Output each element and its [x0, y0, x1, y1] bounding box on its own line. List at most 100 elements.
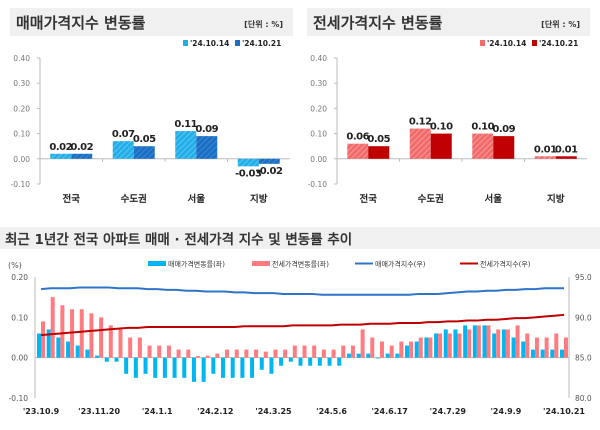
y-tick-label: 0.40 [310, 54, 327, 63]
sale-change-bar [327, 357, 332, 366]
jeonse-change-bar [157, 345, 162, 358]
category-label: 수도권 [121, 193, 147, 205]
data-label: 0.11 [174, 119, 197, 130]
sale-change-bar [492, 333, 497, 358]
legend-swatch [480, 40, 485, 46]
sale-change-bar [482, 325, 487, 358]
legend-label: '24.10.14 [487, 39, 526, 48]
sale-change-bar [182, 357, 187, 378]
title-bar [307, 8, 590, 36]
category-label: 지방 [250, 193, 268, 205]
category-label: 서울 [485, 193, 503, 205]
sale-change-bar [250, 357, 255, 378]
sale-change-bar [124, 357, 129, 374]
data-label: -0.02 [256, 166, 283, 177]
category-label: 전국 [63, 193, 81, 205]
sale-change-bar [375, 357, 380, 359]
title-bar [0, 227, 600, 249]
right-tick-label: 90.0 [575, 313, 592, 322]
trend-panel: 최근 1년간 전국 아파트 매매 · 전세가격 지수 및 변동률 추이 (%) … [0, 227, 600, 416]
jeonse-change-bar [79, 309, 84, 358]
sale-change-bar [46, 329, 51, 358]
jeonse-change-bar [496, 329, 501, 358]
sale-change-bar [37, 333, 41, 358]
sale-change-bar [521, 341, 526, 358]
data-label: 0.05 [133, 134, 156, 145]
sale-change-bar [385, 353, 390, 358]
x-tick-label: '24.2.12 [197, 407, 233, 416]
panel-title: 최근 1년간 전국 아파트 매매 · 전세가격 지수 및 변동률 추이 [5, 231, 352, 248]
bar [430, 133, 452, 159]
data-label: 0.10 [430, 122, 453, 133]
sale-change-bar [201, 357, 206, 382]
x-tick-label: '23.10.9 [23, 407, 60, 416]
sale-change-bar [230, 357, 235, 378]
y-tick-label: 0.10 [310, 130, 327, 139]
right-tick-label: 80.0 [575, 394, 592, 403]
jeonse-change-bar [476, 325, 481, 358]
legend-swatch [148, 261, 166, 266]
bar [555, 156, 577, 159]
jeonse-change-bar [137, 337, 142, 358]
sale-change-panel: 매매가격지수 변동률 [단위 : %] 0.40 0.30 0.20 0.10 0.00… [10, 8, 293, 205]
sale-change-bar [191, 357, 196, 382]
jeonse-change-bar [215, 353, 220, 358]
bar [534, 156, 556, 159]
jeonse-change-bar [447, 333, 452, 358]
jeonse-change-bar [428, 337, 433, 358]
sale-change-bar [560, 349, 564, 358]
jeonse-change-bar [331, 349, 336, 358]
sale-change-bar [424, 337, 429, 358]
category-label: 수도권 [418, 193, 444, 205]
jeonse-change-bar [89, 313, 94, 358]
sale-change-bar [162, 357, 167, 378]
jeonse-change-bar [108, 325, 113, 358]
data-label: 0.10 [471, 122, 494, 133]
jeonse-change-bar [370, 337, 375, 358]
left-axis-unit: (%) [8, 261, 22, 270]
jeonse-change-bar [312, 345, 317, 358]
jeonse-change-bar [409, 341, 414, 358]
sale-change-bar [511, 337, 516, 358]
right-tick-label: 95.0 [575, 273, 592, 282]
data-label: 0.09 [195, 124, 218, 135]
data-label: -0.03 [235, 168, 262, 179]
unit-label: [단위 : %] [541, 19, 580, 29]
jeonse-change-bar [41, 321, 45, 358]
bar [112, 141, 134, 159]
jeonse-change-bar [350, 345, 355, 358]
sale-change-bar [414, 341, 419, 358]
category-label: 지방 [547, 193, 565, 205]
sale-change-bar [540, 349, 545, 358]
jeonse-change-bar [525, 333, 530, 358]
sale-change-bar [211, 357, 216, 374]
sale-change-bar [221, 357, 226, 378]
bar [347, 143, 369, 159]
sale-change-bar [308, 357, 313, 366]
x-tick-label: '23.11.20 [78, 407, 120, 416]
legend-label: '24.10.21 [539, 39, 578, 48]
y-tick-label: 0.10 [13, 130, 30, 139]
legend-label: 전세가격지수(우) [480, 260, 531, 269]
jeonse-change-bar [379, 341, 384, 358]
x-tick-label: '24.3.25 [255, 407, 292, 416]
bar [71, 153, 93, 159]
jeonse-change-bar [515, 325, 520, 358]
jeonse-change-bar [50, 297, 55, 358]
jeonse-change-bar [418, 337, 423, 358]
sale-change-bar [463, 325, 468, 358]
category-label: 전국 [360, 193, 378, 205]
data-label: 0.01 [534, 144, 557, 155]
sale-change-bar [337, 357, 342, 366]
jeonse-change-bar [60, 305, 65, 358]
bar [50, 153, 72, 159]
jeonse-change-bar [273, 349, 278, 358]
jeonse-change-bar [118, 329, 123, 358]
y-tick-label: -0.10 [308, 180, 328, 189]
jeonse-change-panel: 전세가격지수 변동률 [단위 : %] 0.40 0.30 0.20 0.10 0.00… [307, 8, 590, 205]
jeonse-change-bar [195, 356, 200, 358]
sale-change-bar [85, 349, 90, 358]
x-tick-label: '24.6.17 [371, 407, 407, 416]
sale-change-bar [114, 357, 119, 362]
jeonse-change-bar [205, 355, 210, 358]
